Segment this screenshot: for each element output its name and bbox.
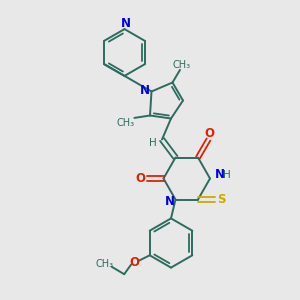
- Text: CH₃: CH₃: [95, 259, 113, 269]
- Text: N: N: [164, 195, 175, 208]
- Text: H: H: [223, 170, 230, 180]
- Text: N: N: [121, 17, 131, 30]
- Text: H: H: [148, 137, 156, 148]
- Text: O: O: [204, 127, 214, 140]
- Text: S: S: [217, 193, 225, 206]
- Text: CH₃: CH₃: [116, 118, 134, 128]
- Text: O: O: [135, 172, 146, 185]
- Text: N: N: [214, 168, 225, 182]
- Text: N: N: [140, 83, 150, 97]
- Text: CH₃: CH₃: [172, 59, 190, 70]
- Text: O: O: [130, 256, 140, 269]
